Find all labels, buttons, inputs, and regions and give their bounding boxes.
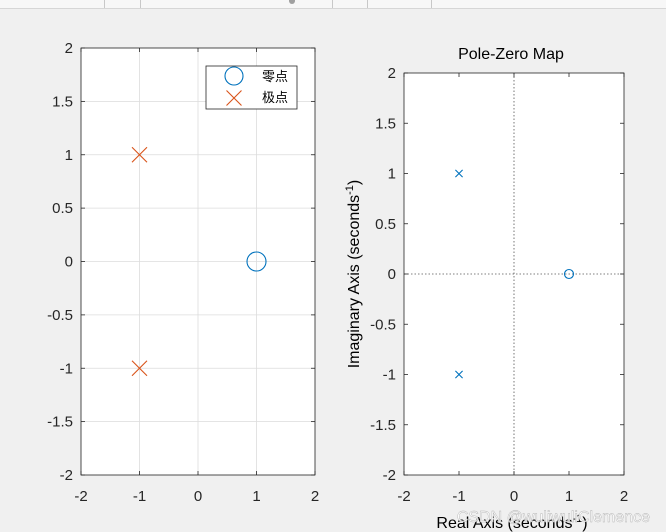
toolbar-separator: [367, 0, 368, 8]
toolbar-separator: [431, 0, 432, 8]
watermark: CSDN @wuliwuliClemence: [457, 509, 650, 526]
pole-marker: [131, 360, 148, 377]
legend-zero-circle-icon: [224, 66, 244, 86]
zero-pole-plot: -2 -1 0 1 2 2 1.5 1 0.5 0 -0.5 -1 -1.5 -2 零点 极点: [47, 40, 319, 505]
x-tick-label: 2: [311, 488, 319, 505]
pole-marker: [455, 370, 463, 379]
pole-marker: [455, 169, 463, 178]
y-tick-label: -2: [60, 467, 73, 484]
y-tick-label: -1: [383, 367, 396, 384]
y-tick-label: -1: [60, 360, 73, 377]
x-tick-label: 1: [252, 488, 260, 505]
toolbar-strip: [0, 0, 666, 9]
x-tick-label: 0: [510, 488, 518, 505]
data-marks: [455, 169, 575, 379]
zero-marker: [246, 251, 267, 272]
y-tick-label: -0.5: [370, 316, 396, 333]
plot-title: Pole-Zero Map: [458, 46, 564, 63]
x-axis-label: Real Axis (seconds-1): [436, 513, 587, 532]
x-tick-label: -2: [74, 488, 87, 505]
y-tick-label: 1.5: [52, 93, 73, 110]
toolbar-separator: [140, 0, 141, 8]
toolbar-separator: [104, 0, 105, 8]
x-tick-label: 0: [194, 488, 202, 505]
y-axis-label: Imaginary Axis (seconds-1): [344, 180, 363, 369]
y-tick-label: 0: [65, 254, 73, 271]
y-tick-label: 0.5: [375, 216, 396, 233]
x-tick-label: -2: [397, 488, 410, 505]
y-tick-label: 1: [65, 147, 73, 164]
y-tick-label: 1: [388, 166, 396, 183]
pole-marker: [131, 146, 148, 163]
toolbar-separator: [332, 0, 333, 8]
x-tick-label: -1: [452, 488, 465, 505]
data-marks: [131, 146, 267, 377]
toolbar-button-icon[interactable]: [289, 0, 295, 4]
y-tick-label: 0.5: [52, 200, 73, 217]
x-tick-label: 2: [620, 488, 628, 505]
y-tick-label: 2: [65, 40, 73, 57]
reference-lines: [404, 73, 624, 475]
zero-marker: [563, 268, 575, 280]
legend-box: [205, 65, 298, 110]
legend[interactable]: 零点 极点: [205, 65, 298, 110]
x-tick-label: -1: [133, 488, 146, 505]
x-tick-label: 1: [565, 488, 573, 505]
pole-zero-map-plot: -2 -1 0 1 2 2 1.5 1 0.5 0 -0.5 -1 -1.5 -2 Pole-Zero M…: [344, 46, 628, 532]
y-tick-label: 1.5: [375, 115, 396, 132]
y-tick-label: -1.5: [47, 414, 73, 431]
legend-pole-x-icon: [226, 90, 242, 106]
y-tick-label: -0.5: [47, 307, 73, 324]
axis-ticks: -2 -1 0 1 2 2 1.5 1 0.5 0 -0.5 -1 -1.5 -2: [370, 65, 628, 505]
y-tick-label: 0: [388, 266, 396, 283]
axis-ticks: -2 -1 0 1 2 2 1.5 1 0.5 0 -0.5 -1 -1.5 -2: [47, 40, 319, 505]
y-tick-label: -2: [383, 467, 396, 484]
legend-label-zero: 零点: [262, 70, 288, 85]
legend-label-pole: 极点: [262, 91, 288, 106]
y-tick-label: 2: [388, 65, 396, 82]
y-tick-label: -1.5: [370, 417, 396, 434]
